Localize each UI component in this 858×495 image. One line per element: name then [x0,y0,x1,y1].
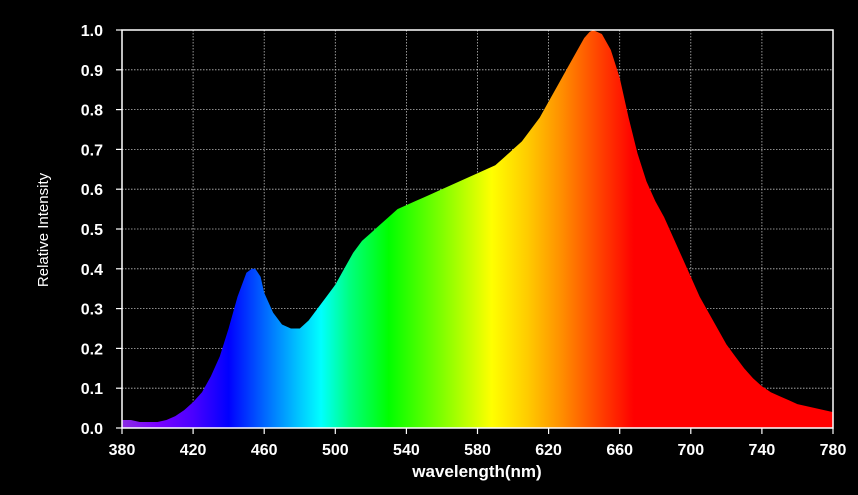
y-tick-label: 1.0 [81,23,103,40]
x-tick-label: 660 [606,442,633,459]
x-tick-labels: 380 420 460 500 540 580 620 660 700 740 780 [109,428,847,459]
x-tick-label: 460 [251,442,278,459]
x-tick-label: 620 [535,442,562,459]
y-tick-label: 0.3 [81,302,103,319]
x-tick-label: 380 [109,442,136,459]
y-tick-label: 0.6 [81,182,103,199]
plot-frame [121,29,834,429]
y-tick-label: 0.8 [81,103,103,120]
x-tick-label: 580 [464,442,491,459]
spectrum-area [122,30,833,428]
y-tick-label: 0.1 [81,381,103,398]
y-tick-label: 0.9 [81,63,103,80]
x-axis-label: wavelength(nm) [411,462,541,481]
y-tick-label: 0.0 [81,421,103,438]
x-tick-label: 420 [180,442,207,459]
x-tick-label: 540 [393,442,420,459]
x-tick-label: 780 [820,442,847,459]
x-tick-label: 500 [322,442,349,459]
x-tick-label: 700 [677,442,704,459]
y-tick-label: 0.5 [81,222,103,239]
x-tick-label: 740 [749,442,776,459]
y-tick-label: 0.2 [81,341,103,358]
y-tick-label: 0.7 [81,142,103,159]
y-axis-label: Relative Intensity [35,172,52,287]
y-tick-labels: 0.0 0.1 0.2 0.3 0.4 0.5 0.6 0.7 0.8 0.9 1.0 [81,23,122,438]
y-tick-label: 0.4 [81,262,103,279]
